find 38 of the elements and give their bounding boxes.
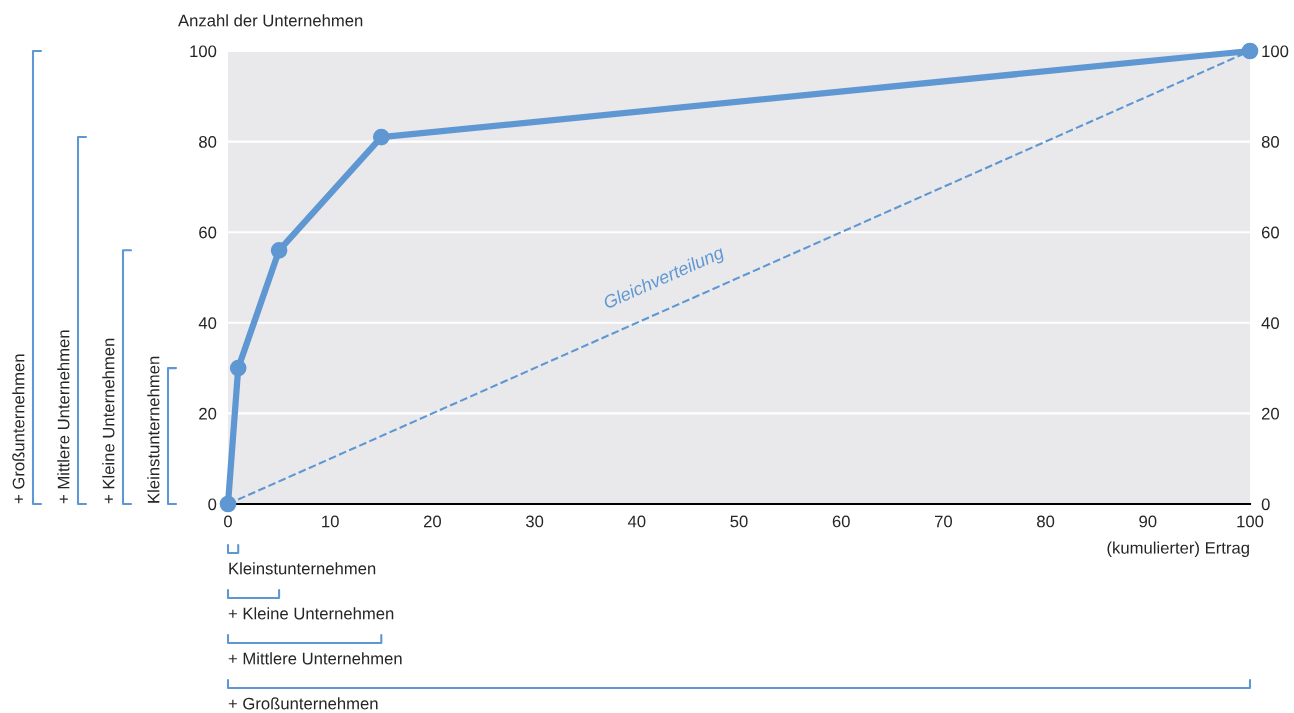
y-axis-title: Anzahl der Unternehmen bbox=[178, 14, 363, 27]
text: + Großunternehmen bbox=[12, 354, 25, 504]
point bbox=[229, 359, 247, 377]
x-tick-label: 90 bbox=[1139, 515, 1157, 528]
y2-tick-label: 40 bbox=[1261, 317, 1279, 329]
point bbox=[219, 495, 237, 513]
text: + Kleine Unternehmen bbox=[228, 607, 394, 620]
y2-tick-label: 20 bbox=[1261, 407, 1279, 420]
y-tick-label: 20 bbox=[199, 407, 217, 420]
y-tick-label: 80 bbox=[199, 136, 217, 148]
text: Kleinstunternehmen bbox=[147, 356, 160, 503]
text: + Mittlere Unternehmen bbox=[228, 652, 402, 665]
x-tick-label: 0 bbox=[224, 515, 232, 528]
y-tick-label: 100 bbox=[190, 45, 217, 58]
x-tick-label: 100 bbox=[1237, 515, 1264, 528]
text: + Mittlere Unternehmen bbox=[57, 330, 70, 504]
y-tick-label: 0 bbox=[208, 498, 217, 511]
y-tick-label: 60 bbox=[199, 226, 217, 239]
point bbox=[372, 128, 390, 146]
y2-tick-label: 0 bbox=[1261, 498, 1270, 511]
x-tick-label: 40 bbox=[627, 515, 646, 528]
x-axis-title: (kumulierter) Ertrag bbox=[1107, 541, 1249, 558]
x-tick-label: 60 bbox=[832, 515, 850, 528]
y-tick-label: 40 bbox=[198, 317, 217, 329]
text: + Großunternehmen bbox=[228, 697, 378, 710]
x-tick-label: 50 bbox=[730, 515, 748, 528]
x-tick-label: 80 bbox=[1037, 515, 1055, 528]
text: + Kleine Unternehmen bbox=[102, 338, 115, 504]
point bbox=[1241, 42, 1259, 60]
x-tick-label: 10 bbox=[322, 515, 339, 528]
y2-tick-label: 100 bbox=[1262, 45, 1289, 58]
x-tick-label: 70 bbox=[934, 515, 953, 528]
point bbox=[270, 241, 288, 259]
x-tick-label: 30 bbox=[525, 515, 544, 528]
text: Kleinstunternehmen bbox=[229, 562, 376, 575]
y2-tick-label: 80 bbox=[1261, 136, 1279, 148]
x-tick-label: 20 bbox=[423, 515, 442, 528]
y2-tick-label: 60 bbox=[1261, 226, 1279, 239]
